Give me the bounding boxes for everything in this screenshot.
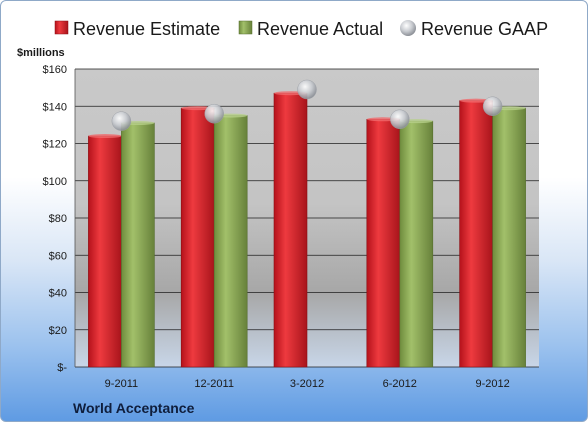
- gaap-marker: [390, 109, 410, 130]
- gaap-marker: [297, 79, 317, 100]
- gaap-marker: [482, 96, 503, 116]
- bar-revenue-estimate: [273, 92, 308, 368]
- gaap-marker: [111, 111, 132, 131]
- bar-revenue-estimate: [180, 107, 215, 368]
- legend-swatch-estimate: [54, 20, 69, 35]
- company-name: World Acceptance: [73, 400, 195, 416]
- x-tick-label: 12-2011: [194, 378, 234, 390]
- bar-revenue-actual: [121, 122, 155, 368]
- bar-revenue-estimate: [88, 135, 122, 368]
- legend-label-gaap: Revenue GAAP: [421, 19, 548, 39]
- legend-label-estimate: Revenue Estimate: [73, 19, 220, 39]
- x-tick-label: 9-2011: [105, 378, 138, 390]
- y-tick-label: $80: [49, 213, 67, 225]
- y-tick-label: $160: [43, 64, 67, 76]
- legend: Revenue Estimate Revenue Actual Revenue …: [54, 19, 548, 39]
- y-tick-label: $100: [43, 176, 67, 188]
- y-axis-ticks: $- $20 $40 $60 $80 $100 $120 $140 $160: [43, 64, 68, 374]
- bar-revenue-actual: [213, 115, 248, 368]
- bar-revenue-estimate: [459, 100, 493, 368]
- y-tick-label: $-: [57, 362, 67, 374]
- legend-item-gaap: Revenue GAAP: [400, 19, 548, 39]
- bar-revenue-estimate: [366, 118, 401, 368]
- y-tick-label: $60: [49, 250, 67, 262]
- gaap-marker: [204, 103, 224, 124]
- x-tick-label: 3-2012: [290, 378, 324, 390]
- x-axis-ticks: 9-2011 12-2011 3-2012 6-2012 9-2012: [105, 378, 510, 390]
- x-tick-label: 9-2012: [475, 378, 509, 390]
- gaap-markers-group: [111, 79, 503, 131]
- y-tick-label: $140: [43, 101, 67, 113]
- bar-revenue-actual: [399, 120, 434, 368]
- legend-item-actual: Revenue Actual: [238, 19, 383, 39]
- x-tick-label: 6-2012: [383, 378, 417, 390]
- legend-swatch-gaap: [400, 20, 416, 36]
- legend-swatch-actual: [238, 20, 253, 35]
- bar-revenue-estimate-top: [88, 134, 122, 139]
- y-tick-label: $20: [49, 325, 67, 337]
- y-tick-label: $120: [43, 139, 67, 151]
- bars-group: [88, 91, 526, 368]
- bar-revenue-actual: [492, 107, 526, 368]
- legend-label-actual: Revenue Actual: [257, 19, 383, 39]
- legend-item-estimate: Revenue Estimate: [54, 19, 220, 39]
- y-axis-unit-label: $millions: [17, 47, 65, 59]
- y-tick-label: $40: [49, 288, 67, 300]
